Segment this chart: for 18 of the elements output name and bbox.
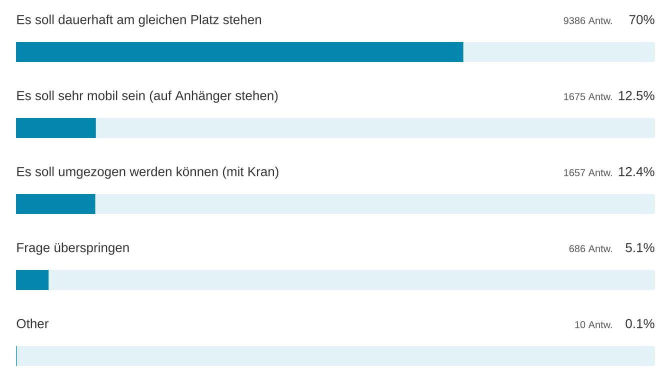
bar	[16, 118, 96, 138]
data-label: 12.4%	[618, 167, 654, 176]
y-tick-label: Other	[16, 318, 48, 328]
annotation: 1675 Antw.	[564, 93, 612, 100]
bar	[16, 270, 49, 290]
annotation: 1657 Antw.	[564, 169, 612, 176]
annotation: 10 Antw.	[575, 321, 612, 328]
annotation: 686 Antw.	[569, 245, 612, 252]
data-label: 0.1%	[626, 319, 654, 328]
data-label: 12.5%	[618, 90, 654, 100]
y-tick-label: Es soll umgezogen werden können (mit Kran)	[17, 166, 278, 179]
annotation: 9386 Antw.	[564, 17, 612, 24]
bar	[16, 194, 96, 214]
data-label: 70%	[629, 14, 654, 24]
y-tick-label: Es soll dauerhaft am gleichen Platz stehen	[17, 14, 262, 27]
y-tick-label: Es soll sehr mobil sein (auf Anhänger stehen)	[17, 90, 278, 103]
y-tick-label: Frage überspringen	[17, 242, 129, 255]
data-label: 5.1%	[626, 243, 654, 252]
